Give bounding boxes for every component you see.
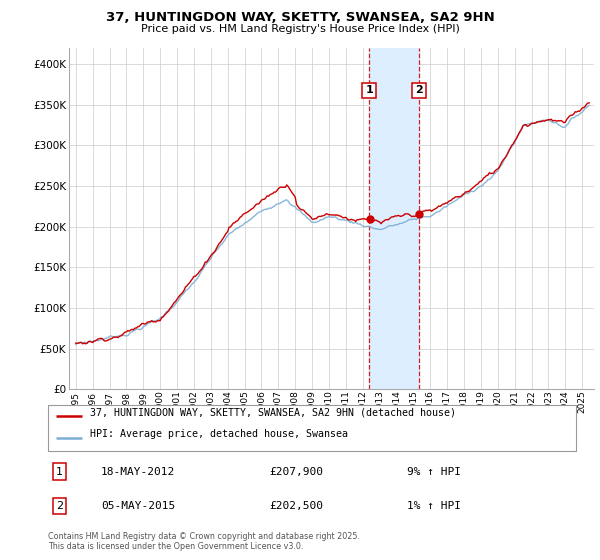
Text: 2: 2 [56, 501, 63, 511]
Text: Contains HM Land Registry data © Crown copyright and database right 2025.
This d: Contains HM Land Registry data © Crown c… [48, 532, 360, 552]
FancyBboxPatch shape [48, 405, 576, 451]
Text: Price paid vs. HM Land Registry's House Price Index (HPI): Price paid vs. HM Land Registry's House … [140, 24, 460, 34]
Point [365, 214, 374, 223]
Text: 1: 1 [56, 466, 63, 477]
Text: 18-MAY-2012: 18-MAY-2012 [101, 466, 175, 477]
Text: £207,900: £207,900 [270, 466, 324, 477]
Text: 9% ↑ HPI: 9% ↑ HPI [407, 466, 461, 477]
Text: 1% ↑ HPI: 1% ↑ HPI [407, 501, 461, 511]
Text: 37, HUNTINGDON WAY, SKETTY, SWANSEA, SA2 9HN: 37, HUNTINGDON WAY, SKETTY, SWANSEA, SA2… [106, 11, 494, 24]
Text: HPI: Average price, detached house, Swansea: HPI: Average price, detached house, Swan… [90, 430, 348, 439]
Text: 1: 1 [365, 85, 373, 95]
Text: 05-MAY-2015: 05-MAY-2015 [101, 501, 175, 511]
Bar [369, 48, 419, 389]
Text: £202,500: £202,500 [270, 501, 324, 511]
Text: 2: 2 [415, 85, 423, 95]
Point [414, 209, 424, 218]
Text: 37, HUNTINGDON WAY, SKETTY, SWANSEA, SA2 9HN (detached house): 37, HUNTINGDON WAY, SKETTY, SWANSEA, SA2… [90, 408, 456, 418]
